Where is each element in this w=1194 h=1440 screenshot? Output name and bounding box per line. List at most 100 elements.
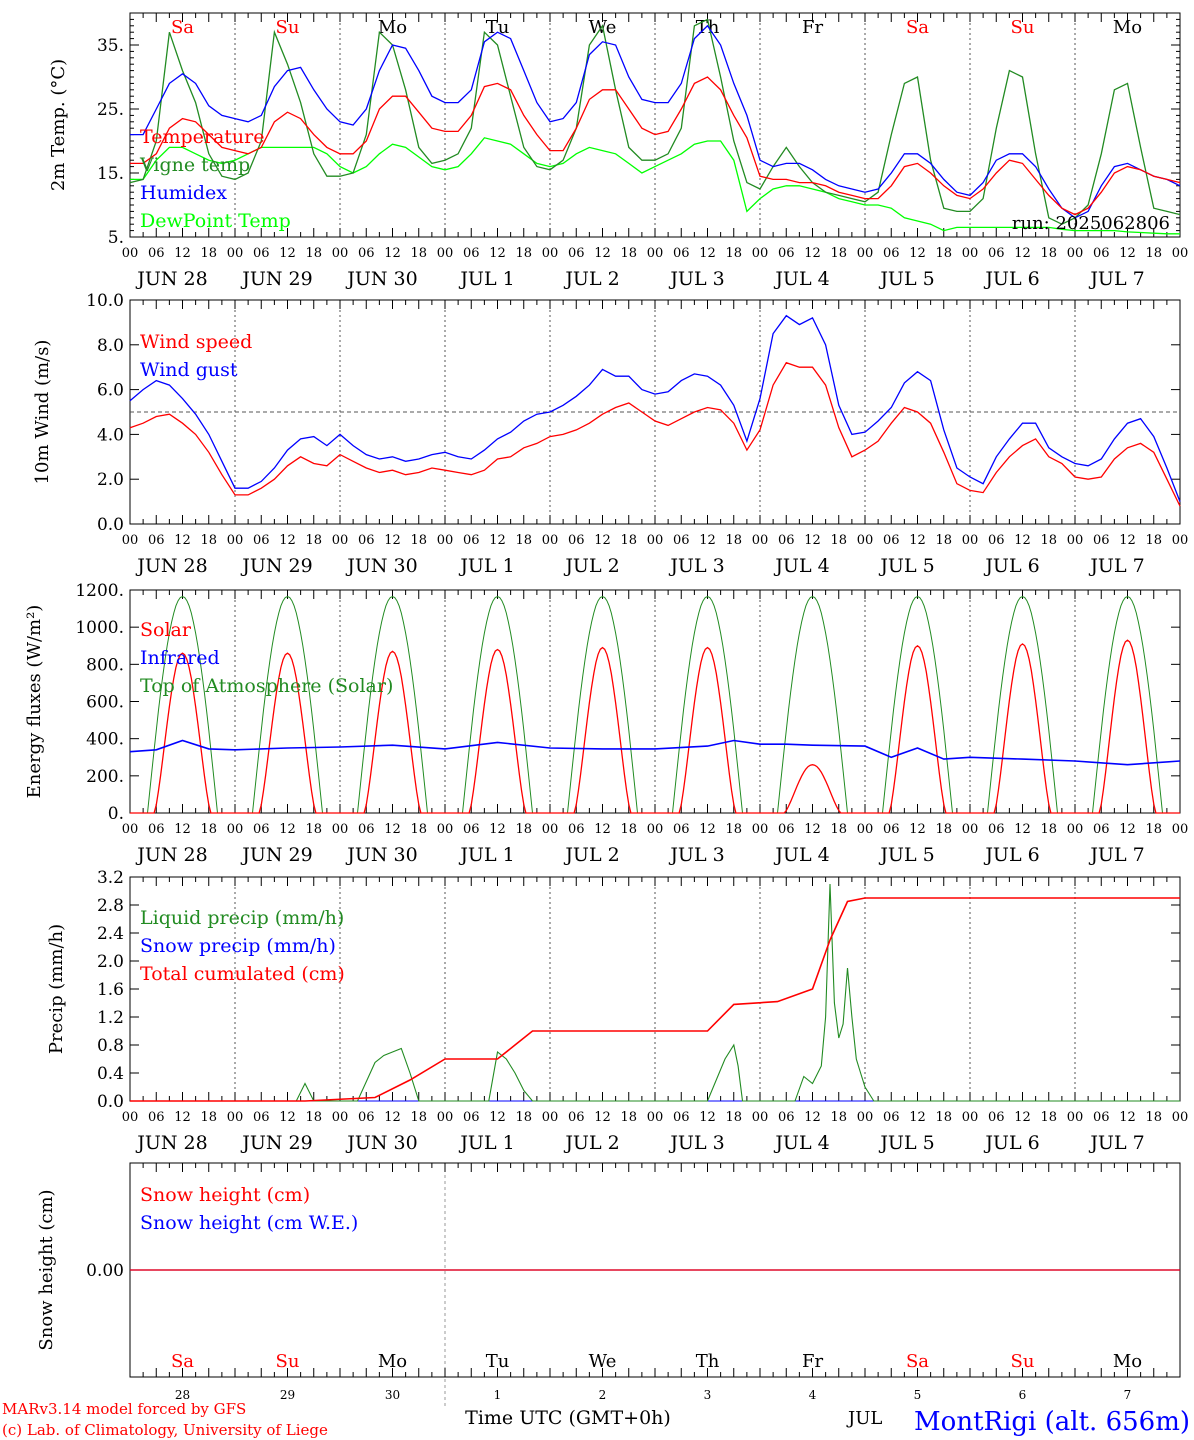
date-label: JUL 4: [773, 268, 829, 290]
y-tick-label: 0.0: [97, 1092, 124, 1112]
y-axis-label: 2m Temp. (°C): [48, 59, 69, 191]
month-label: JUL: [846, 1408, 882, 1429]
series-liquid-precip-mm-h-: [130, 883, 1180, 1102]
series-infrared: [129, 739, 1181, 766]
hour-tick-label: 00: [542, 822, 559, 837]
hour-tick-label: 06: [358, 246, 375, 261]
panel-temperature: 5. 15. 25. 35. 2m Temp. (°C) 00 06 12 18 JUN 28 00…: [48, 12, 1188, 290]
hour-tick-label: 00: [647, 533, 664, 548]
date-label: JUN 30: [345, 268, 417, 290]
date-label: JUL 6: [983, 1132, 1039, 1154]
date-label: JUL 7: [1088, 555, 1144, 577]
hour-tick-label: 00: [647, 246, 664, 261]
hour-tick-label: 18: [1145, 533, 1162, 548]
series-dewpoint-temp: [130, 137, 1180, 235]
hour-tick-label: 06: [988, 246, 1005, 261]
hour-tick-label: 18: [200, 1110, 217, 1125]
hour-tick-label: 18: [620, 533, 637, 548]
day-number-label: 7: [1124, 1388, 1132, 1402]
hour-tick-label: 06: [1093, 533, 1110, 548]
date-label: JUL 2: [563, 1132, 619, 1154]
hour-tick-label: 06: [778, 1110, 795, 1125]
hour-tick-label: 12: [384, 822, 401, 837]
hour-tick-label: 12: [594, 822, 611, 837]
hour-tick-label: 12: [1119, 246, 1136, 261]
lab-credit: (c) Lab. of Climatology, University of L…: [2, 1421, 328, 1439]
hour-tick-label: 06: [148, 246, 165, 261]
weekday-label: Su: [276, 17, 300, 38]
weekday-label: Sa: [906, 1351, 929, 1372]
hour-tick-label: 06: [988, 822, 1005, 837]
date-label: JUN 29: [240, 268, 312, 290]
hour-tick-label: 18: [620, 822, 637, 837]
hour-tick-label: 18: [410, 822, 427, 837]
hour-tick-label: 12: [699, 533, 716, 548]
y-tick-label: 1.2: [97, 1008, 124, 1028]
hour-tick-label: 06: [883, 246, 900, 261]
hour-tick-label: 12: [279, 822, 296, 837]
hour-tick-label: 00: [1172, 1110, 1189, 1125]
hour-tick-label: 12: [909, 1110, 926, 1125]
hour-tick-label: 12: [279, 1110, 296, 1125]
day-number-label: 3: [704, 1388, 712, 1402]
hour-tick-label: 18: [515, 246, 532, 261]
y-tick-label: 1200.: [75, 581, 124, 601]
date-label: JUL 1: [458, 844, 514, 866]
hour-tick-label: 00: [542, 533, 559, 548]
legend-entry: Wind speed: [140, 331, 252, 353]
hour-tick-label: 12: [699, 246, 716, 261]
hour-tick-label: 06: [463, 533, 480, 548]
date-label: JUL 5: [878, 555, 934, 577]
y-tick-label: 4.0: [97, 425, 124, 445]
hour-tick-label: 06: [883, 533, 900, 548]
hour-tick-label: 00: [1172, 533, 1189, 548]
date-label: JUL 5: [878, 1132, 934, 1154]
hour-tick-label: 06: [673, 1110, 690, 1125]
date-label: JUN 30: [345, 844, 417, 866]
hour-tick-label: 06: [358, 822, 375, 837]
panel-energy: 0. 200. 400. 600. 800. 1000. 1200. Energy fluxe…: [24, 581, 1188, 866]
hour-tick-label: 00: [752, 533, 769, 548]
hour-tick-label: 18: [725, 822, 742, 837]
y-tick-label: 2.0: [97, 952, 124, 972]
hour-tick-label: 06: [148, 822, 165, 837]
legend-entry: Snow height (cm): [140, 1184, 310, 1206]
hour-tick-label: 18: [935, 1110, 952, 1125]
weekday-label: Mo: [378, 1351, 407, 1372]
hour-tick-label: 06: [673, 246, 690, 261]
legend-entry: Wind gust: [140, 359, 238, 381]
hour-tick-label: 12: [909, 246, 926, 261]
legend-entry: Top of Atmosphere (Solar): [140, 675, 393, 697]
hour-tick-label: 12: [279, 533, 296, 548]
legend-entry: Total cumulated (cm): [140, 963, 345, 985]
date-label: JUL 6: [983, 555, 1039, 577]
date-label: JUN 28: [135, 268, 207, 290]
hour-tick-label: 06: [358, 1110, 375, 1125]
hour-tick-label: 12: [1119, 822, 1136, 837]
hour-tick-label: 18: [200, 246, 217, 261]
date-label: JUL 4: [773, 555, 829, 577]
hour-tick-label: 00: [1067, 533, 1084, 548]
weekday-label: Tu: [486, 17, 510, 38]
date-label: JUL 4: [773, 844, 829, 866]
legend-entry: Temperature: [140, 126, 264, 148]
run-label: run: 2025062806: [1012, 213, 1170, 234]
weekday-label: Su: [1011, 1351, 1035, 1372]
hour-tick-label: 12: [594, 533, 611, 548]
date-label: JUL 3: [668, 555, 724, 577]
hour-tick-label: 18: [410, 533, 427, 548]
hour-tick-label: 18: [725, 533, 742, 548]
date-label: JUL 1: [458, 555, 514, 577]
date-label: JUL 2: [563, 555, 619, 577]
hour-tick-label: 00: [437, 1110, 454, 1125]
hour-tick-label: 00: [542, 1110, 559, 1125]
date-label: JUL 4: [773, 1132, 829, 1154]
weekday-label: Fr: [802, 1351, 823, 1372]
hour-tick-label: 18: [830, 533, 847, 548]
hour-tick-label: 18: [200, 533, 217, 548]
hour-tick-label: 00: [122, 1110, 139, 1125]
date-label: JUN 29: [240, 555, 312, 577]
hour-tick-label: 12: [1014, 822, 1031, 837]
date-label: JUL 5: [878, 268, 934, 290]
y-tick-label: 3.2: [97, 868, 124, 888]
